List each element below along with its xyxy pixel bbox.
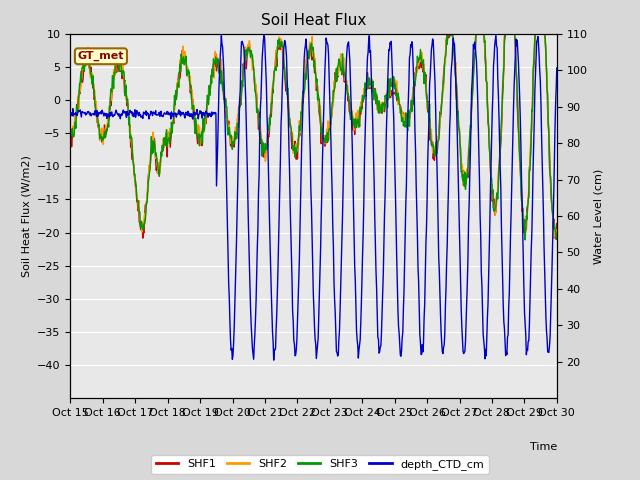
X-axis label: Time: Time — [529, 442, 557, 452]
Y-axis label: Soil Heat Flux (W/m2): Soil Heat Flux (W/m2) — [22, 155, 31, 277]
Title: Soil Heat Flux: Soil Heat Flux — [261, 13, 366, 28]
Legend: SHF1, SHF2, SHF3, depth_CTD_cm: SHF1, SHF2, SHF3, depth_CTD_cm — [152, 455, 488, 474]
Y-axis label: Water Level (cm): Water Level (cm) — [593, 168, 603, 264]
Text: GT_met: GT_met — [77, 51, 124, 61]
